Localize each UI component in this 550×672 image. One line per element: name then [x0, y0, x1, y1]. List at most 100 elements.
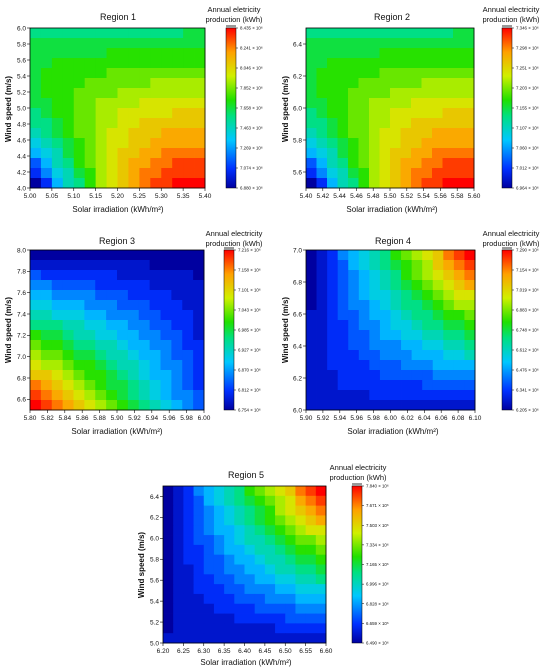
heatmap-cell [369, 250, 381, 261]
y-tick-label: 6.2 [150, 515, 159, 522]
heatmap-cell [127, 300, 140, 311]
heatmap-cell [73, 38, 86, 49]
heatmap-cell [51, 178, 64, 189]
heatmap-cell [453, 290, 465, 301]
heatmap-cell [305, 593, 317, 605]
heatmap-cell [95, 58, 107, 69]
heatmap-cell [73, 28, 86, 39]
heatmap-cell [316, 168, 328, 179]
heatmap-cell [40, 158, 53, 169]
colorbar-overflow-cap [226, 25, 236, 28]
x-tick-label: 5.44 [333, 193, 346, 200]
heatmap-cell [149, 370, 161, 381]
heatmap-cell [194, 78, 206, 89]
heatmap-cell [40, 168, 53, 179]
heatmap-cell [254, 564, 266, 575]
heatmap-cell [224, 486, 235, 497]
heatmap-cell [316, 330, 328, 341]
heatmap-cell [401, 400, 413, 411]
heatmap-cell [127, 330, 140, 341]
x-tick-label: 5.60 [468, 193, 481, 200]
heatmap-cell [171, 370, 183, 381]
heatmap-cell [348, 168, 359, 179]
heatmap-cell [173, 603, 184, 614]
heatmap-cell [464, 370, 476, 381]
heatmap-cell [95, 260, 107, 271]
heatmap-cell [411, 350, 423, 361]
heatmap-cell [453, 68, 464, 79]
heatmap-cell [400, 38, 412, 49]
heatmap-cell [234, 505, 245, 516]
y-tick-label: 5.8 [293, 137, 302, 144]
heatmap-cell [84, 340, 96, 351]
heatmap-cell [234, 593, 245, 605]
heatmap-cell [51, 390, 64, 401]
heatmap-cell [139, 78, 151, 89]
heatmap-cell [183, 544, 194, 556]
heatmap-cell [306, 350, 317, 361]
heatmap-cell [275, 554, 286, 565]
heatmap-cell [316, 178, 328, 189]
colorbar-tick-label: 7.155 × 10⁶ [516, 106, 539, 111]
heatmap-cell [172, 138, 184, 149]
heatmap-cell [401, 390, 413, 401]
heatmap-cell [149, 330, 161, 341]
heatmap-cell [264, 564, 276, 575]
heatmap-cell [422, 260, 434, 271]
heatmap-cell [30, 148, 42, 159]
heatmap-cell [128, 48, 140, 59]
heatmap-cell [315, 603, 327, 614]
chart-title: Region 3 [99, 236, 135, 246]
y-tick-label: 4.4 [17, 153, 26, 160]
heatmap-cell [128, 158, 140, 169]
heatmap-cell [464, 250, 476, 261]
heatmap-cell [193, 320, 205, 331]
heatmap-cell [117, 78, 129, 89]
heatmap-cell [40, 128, 53, 139]
heatmap-cell [358, 300, 370, 311]
heatmap-cell [369, 78, 380, 89]
x-axis-label: Solar irradiation (kWh/m²) [346, 205, 437, 214]
heatmap-cell [442, 178, 454, 189]
heatmap-cell [172, 88, 184, 99]
heatmap-cell [106, 58, 118, 69]
heatmap-cell [327, 168, 338, 179]
heatmap-cell [84, 88, 97, 99]
heatmap-cell [316, 108, 328, 119]
axis-ticks: 6.20 6.25 6.30 6.35 6.40 6.45 6.50 6.55 6.60 5.0 5… [150, 494, 333, 655]
heatmap-cell [30, 78, 42, 89]
heatmap-cell [160, 340, 172, 351]
heatmap-cell [40, 290, 53, 301]
heatmap-cell [285, 603, 296, 614]
heatmap-cell [213, 486, 225, 497]
colorbar-tick-label: 6.927 × 10⁶ [238, 348, 261, 353]
heatmap-cell [183, 108, 195, 119]
colorbar-tick-label: 7.671 × 10⁶ [366, 503, 389, 508]
heatmap-cell [421, 168, 433, 179]
heatmap-cell [306, 280, 317, 291]
heatmap-cell [443, 380, 455, 391]
heatmap-cell [193, 515, 205, 526]
heatmap-cell [128, 98, 140, 109]
heatmap-cell [463, 98, 475, 109]
heatmap-cell [84, 250, 96, 261]
heatmap-cell [183, 118, 195, 129]
heatmap-cell [84, 330, 96, 341]
heatmap-cell [234, 535, 245, 546]
heatmap-cell [40, 28, 53, 39]
heatmap-cell [139, 128, 151, 139]
heatmap-cell [390, 260, 402, 271]
heatmap-cell [295, 633, 307, 644]
y-tick-label: 5.8 [17, 41, 26, 48]
heatmap-cell [73, 250, 85, 261]
heatmap-cell [358, 108, 370, 119]
heatmap-cell [327, 330, 339, 341]
heatmap-cell [106, 118, 118, 129]
heatmap-cell [182, 370, 194, 381]
heatmap-cell [443, 300, 455, 311]
heatmap-cell [316, 350, 328, 361]
heatmap-cell [337, 118, 349, 129]
heatmap-cell [73, 128, 86, 139]
heatmap-cell [51, 28, 64, 39]
colorbar-tick-label: 8.046 × 10⁶ [240, 66, 263, 71]
